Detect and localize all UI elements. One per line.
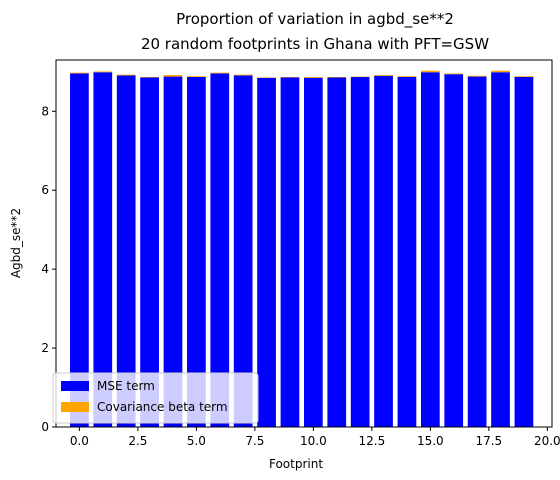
x-tick-label: 2.5 xyxy=(128,434,147,448)
bar-covariance-term-5 xyxy=(187,76,206,77)
y-axis-ticks: 0 2 4 6 8 xyxy=(41,104,56,434)
legend: MSE term Covariance beta term xyxy=(52,372,259,424)
bar-mse-term-1 xyxy=(93,72,113,427)
x-tick-label: 20.0 xyxy=(534,434,560,448)
x-tick-label: 7.5 xyxy=(245,434,264,448)
bar-mse-term-17 xyxy=(467,76,487,428)
bar-covariance-term-3 xyxy=(140,76,159,78)
y-tick-label: 0 xyxy=(41,420,49,434)
x-tick-label: 10.0 xyxy=(300,434,327,448)
bar-covariance-term-18 xyxy=(491,70,510,73)
bar-mse-term-0 xyxy=(70,73,89,427)
legend-label: MSE term xyxy=(97,379,155,393)
bar-mse-term-12 xyxy=(350,76,370,428)
bar-mse-term-11 xyxy=(327,77,347,428)
legend-swatch xyxy=(61,381,89,391)
bar-mse-term-6 xyxy=(210,73,230,427)
y-tick-label: 2 xyxy=(41,341,49,355)
bar-mse-term-8 xyxy=(257,77,276,428)
bar-mse-term-16 xyxy=(444,74,464,427)
bar-covariance-term-13 xyxy=(374,74,393,76)
x-tick-label: 12.5 xyxy=(358,434,385,448)
x-axis-label: Footprint xyxy=(269,457,323,471)
bar-covariance-term-4 xyxy=(163,74,183,77)
x-tick-label: 15.0 xyxy=(417,434,444,448)
bar-covariance-term-10 xyxy=(304,76,323,78)
y-tick-label: 6 xyxy=(41,183,49,197)
bar-covariance-term-6 xyxy=(210,72,230,74)
bar-covariance-term-11 xyxy=(327,76,347,78)
x-tick-label: 5.0 xyxy=(187,434,206,448)
chart-subtitle: 20 random footprints in Ghana with PFT=G… xyxy=(141,35,489,53)
bar-covariance-term-15 xyxy=(420,70,440,73)
legend-box xyxy=(52,372,259,424)
plot-area-frame xyxy=(55,59,553,428)
bar-covariance-term-12 xyxy=(350,76,370,78)
bar-mse-term-13 xyxy=(374,75,393,427)
bar-mse-term-10 xyxy=(304,77,323,428)
bar-mse-term-2 xyxy=(116,75,136,427)
bar-covariance-term-8 xyxy=(257,77,276,78)
bar-covariance-term-19 xyxy=(514,76,534,77)
bar-covariance-term-16 xyxy=(444,73,464,75)
bar-mse-term-19 xyxy=(514,76,534,428)
chart-title: Proportion of variation in agbd_se**2 xyxy=(176,10,454,29)
bar-mse-term-4 xyxy=(163,76,183,428)
bar-covariance-term-9 xyxy=(280,76,300,78)
bar-mse-term-15 xyxy=(420,72,440,427)
bar-mse-term-18 xyxy=(491,72,510,427)
y-tick-label: 8 xyxy=(41,104,49,118)
legend-swatch xyxy=(61,402,89,412)
bar-covariance-term-7 xyxy=(233,74,253,76)
bar-covariance-term-0 xyxy=(70,72,89,74)
bar-covariance-term-14 xyxy=(397,76,417,77)
bar-mse-term-3 xyxy=(140,77,159,428)
bar-covariance-term-2 xyxy=(116,74,136,76)
bar-covariance-term-17 xyxy=(467,75,487,77)
bar-covariance-term-1 xyxy=(93,71,113,73)
bar-mse-term-5 xyxy=(187,76,206,428)
legend-label: Covariance beta term xyxy=(97,400,228,414)
bar-mse-term-9 xyxy=(280,77,300,428)
x-tick-label: 17.5 xyxy=(475,434,502,448)
y-tick-label: 4 xyxy=(41,262,49,276)
x-tick-label: 0.0 xyxy=(70,434,89,448)
bar-mse-term-7 xyxy=(233,75,253,427)
bars-group xyxy=(70,70,534,428)
y-axis-label: Agbd_se**2 xyxy=(9,208,23,278)
bar-mse-term-14 xyxy=(397,76,417,428)
x-axis-ticks: 0.0 2.5 5.0 7.5 10.0 12.5 15.0 17.5 20.0 xyxy=(70,427,560,448)
